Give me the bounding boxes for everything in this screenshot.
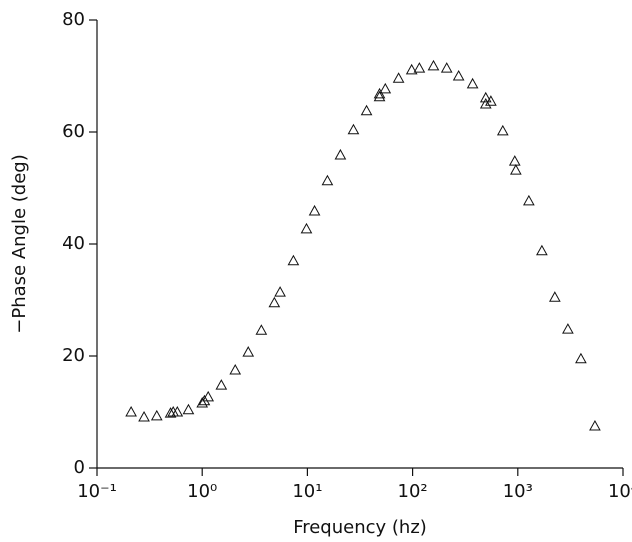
point — [379, 82, 392, 94]
point — [321, 174, 334, 186]
x-tick-label: 10³ — [503, 481, 533, 502]
point — [466, 77, 479, 89]
point — [229, 363, 242, 375]
point — [509, 164, 522, 175]
point — [215, 379, 228, 390]
point — [242, 346, 255, 357]
point — [440, 62, 453, 73]
y-axis-label: −Phase Angle (deg) — [9, 154, 30, 333]
point — [452, 69, 465, 81]
point — [549, 291, 561, 302]
point — [508, 155, 521, 166]
y-tick-label: 20 — [62, 345, 85, 366]
point — [334, 148, 347, 160]
point — [268, 296, 281, 308]
point — [196, 397, 209, 408]
point — [427, 59, 440, 71]
point — [536, 244, 548, 256]
point — [523, 194, 535, 206]
x-tick-label: 10² — [398, 481, 428, 502]
point — [125, 405, 137, 417]
x-tick-label: 10⁴ — [608, 481, 632, 502]
point — [171, 405, 184, 417]
point — [392, 72, 405, 83]
point — [138, 411, 150, 422]
y-tick-label: 0 — [74, 457, 85, 478]
point — [360, 104, 373, 116]
point — [347, 123, 360, 135]
x-tick-label: 10⁻¹ — [77, 481, 117, 502]
point — [287, 254, 300, 266]
point — [373, 87, 386, 99]
x-tick-label: 10¹ — [292, 481, 322, 502]
point — [300, 222, 313, 234]
point — [164, 407, 177, 418]
y-tick-label: 60 — [62, 121, 85, 142]
point — [405, 63, 418, 75]
x-tick-label: 10⁰ — [187, 481, 217, 502]
point — [589, 419, 601, 431]
point — [575, 352, 587, 364]
point — [202, 390, 215, 402]
point — [485, 95, 497, 106]
point — [479, 97, 492, 109]
y-tick-label: 80 — [62, 9, 85, 30]
point — [150, 409, 163, 421]
point — [198, 394, 211, 406]
y-tick-label: 40 — [62, 233, 85, 254]
point — [496, 124, 509, 136]
point — [413, 62, 426, 73]
point — [255, 324, 268, 335]
point — [562, 323, 574, 334]
point — [274, 286, 286, 297]
point — [308, 204, 321, 216]
x-axis-label: Frequency (hz) — [293, 517, 427, 538]
point — [373, 90, 386, 102]
point — [479, 91, 492, 103]
point — [182, 403, 195, 415]
